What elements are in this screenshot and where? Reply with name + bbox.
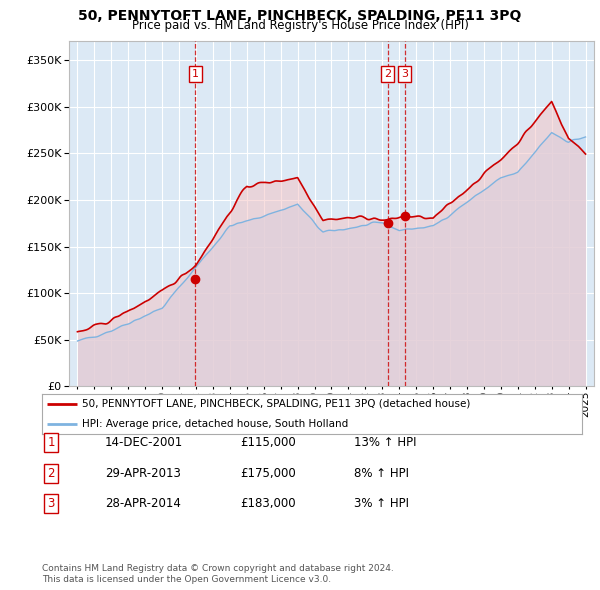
Text: £115,000: £115,000 [240,436,296,449]
Text: 50, PENNYTOFT LANE, PINCHBECK, SPALDING, PE11 3PQ (detached house): 50, PENNYTOFT LANE, PINCHBECK, SPALDING,… [83,399,471,408]
Text: Contains HM Land Registry data © Crown copyright and database right 2024.: Contains HM Land Registry data © Crown c… [42,565,394,573]
Text: 2: 2 [47,467,55,480]
Text: 3% ↑ HPI: 3% ↑ HPI [354,497,409,510]
Text: This data is licensed under the Open Government Licence v3.0.: This data is licensed under the Open Gov… [42,575,331,584]
Text: 3: 3 [401,69,408,79]
Text: 13% ↑ HPI: 13% ↑ HPI [354,436,416,449]
Text: 3: 3 [47,497,55,510]
Text: HPI: Average price, detached house, South Holland: HPI: Average price, detached house, Sout… [83,419,349,428]
Text: 1: 1 [47,436,55,449]
Text: 8% ↑ HPI: 8% ↑ HPI [354,467,409,480]
Text: 1: 1 [192,69,199,79]
Text: 14-DEC-2001: 14-DEC-2001 [105,436,183,449]
Text: 28-APR-2014: 28-APR-2014 [105,497,181,510]
Text: £183,000: £183,000 [240,497,296,510]
Text: Price paid vs. HM Land Registry's House Price Index (HPI): Price paid vs. HM Land Registry's House … [131,19,469,32]
Text: 2: 2 [384,69,391,79]
Text: 29-APR-2013: 29-APR-2013 [105,467,181,480]
Text: 50, PENNYTOFT LANE, PINCHBECK, SPALDING, PE11 3PQ: 50, PENNYTOFT LANE, PINCHBECK, SPALDING,… [79,9,521,23]
Text: £175,000: £175,000 [240,467,296,480]
